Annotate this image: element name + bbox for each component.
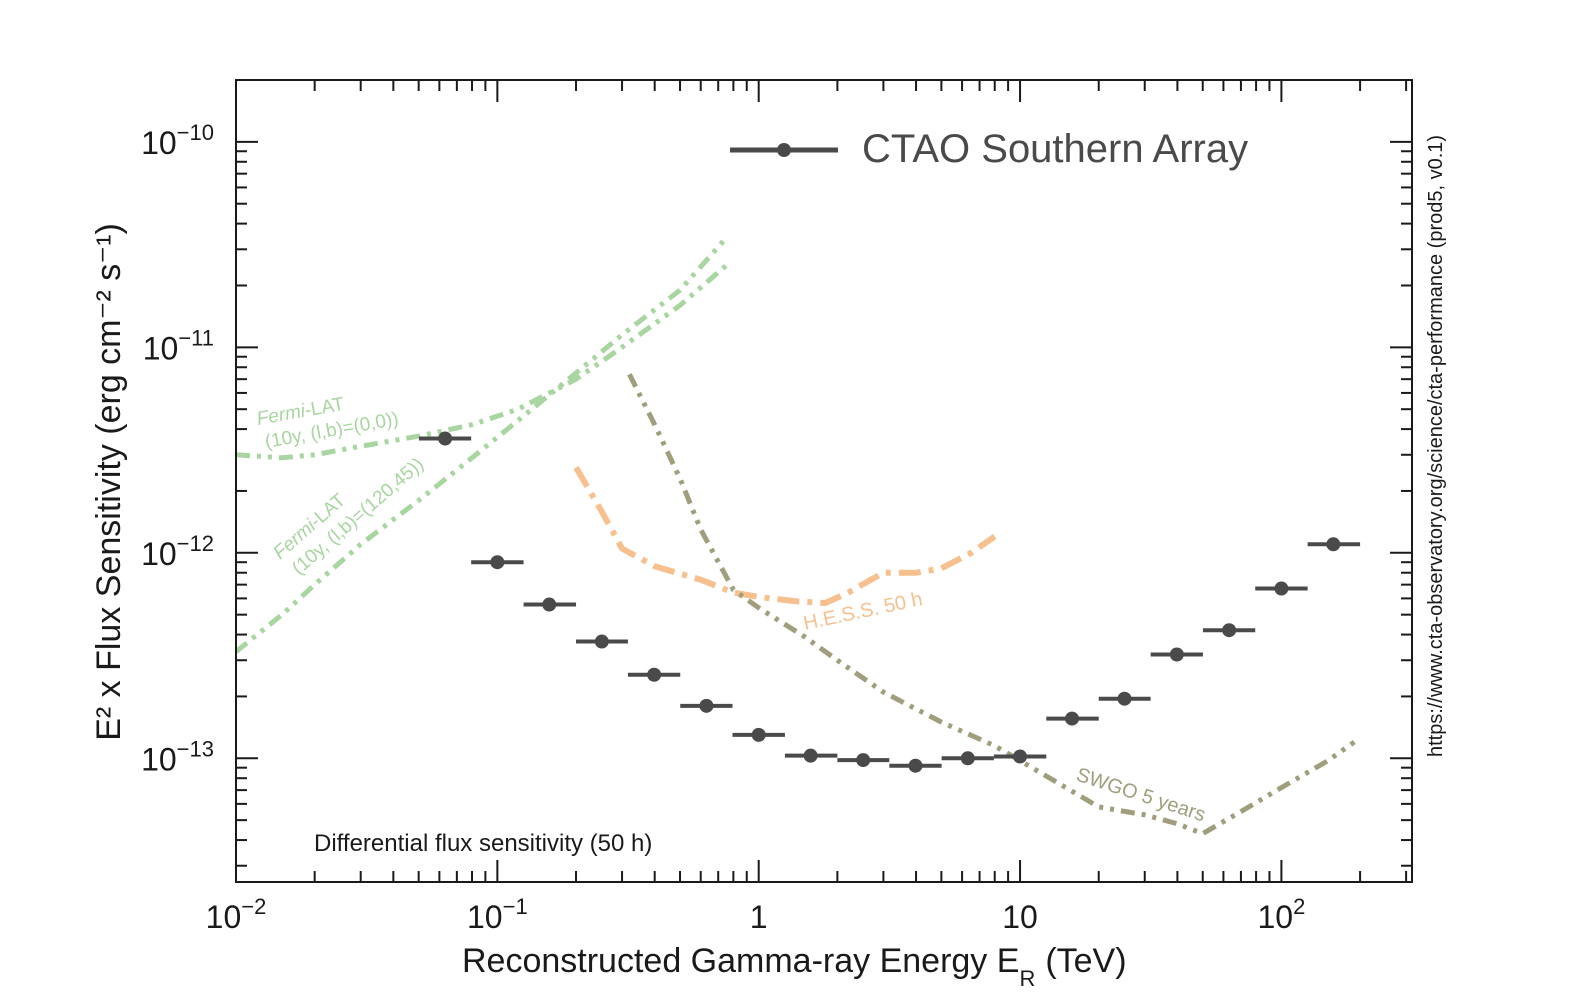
cta-point bbox=[908, 758, 923, 773]
cta-point bbox=[1064, 711, 1079, 726]
cta-point bbox=[960, 751, 975, 766]
cta-point bbox=[803, 748, 818, 763]
y-axis-title: E² x Flux Sensitivity (erg cm⁻² s⁻¹) bbox=[90, 223, 128, 741]
hess-label: H.E.S.S. 50 h bbox=[801, 588, 924, 635]
fermi-gc-curve bbox=[236, 263, 728, 461]
x-tick-label: 10 bbox=[1002, 899, 1038, 935]
x-tick-labels: 10−2 10−1 1 10 102 bbox=[206, 894, 1306, 935]
cta-point bbox=[699, 698, 714, 713]
cta-point bbox=[438, 431, 453, 446]
cta-point bbox=[751, 727, 766, 742]
reference-curves bbox=[236, 236, 1356, 837]
cta-points bbox=[418, 431, 1361, 773]
cta-point bbox=[1326, 537, 1341, 552]
differential-sensitivity-note: Differential flux sensitivity (50 h) bbox=[314, 830, 652, 857]
cta-point bbox=[647, 667, 662, 682]
x-axis-title: Reconstructed Gamma-ray Energy ER (TeV) bbox=[462, 942, 1127, 991]
x-tick-label: 1 bbox=[750, 899, 768, 935]
cta-point bbox=[1013, 749, 1028, 764]
x-axis-title-subscript: R bbox=[1019, 966, 1035, 991]
y-tick-label: 10−11 bbox=[143, 325, 214, 366]
cta-point bbox=[542, 597, 557, 612]
legend: CTAO Southern Array bbox=[730, 127, 1248, 171]
performance-url: https://www.cta-observatory.org/science/… bbox=[1425, 135, 1447, 757]
cta-point bbox=[594, 634, 609, 649]
cta-point bbox=[490, 555, 505, 570]
x-tick-label: 10−2 bbox=[206, 894, 267, 935]
swgo-curve bbox=[627, 373, 1356, 837]
y-tick-label: 10−13 bbox=[141, 736, 214, 777]
x-tick-label: 10−1 bbox=[467, 894, 528, 935]
cta-point bbox=[1169, 647, 1184, 662]
y-tick-labels: 10−10 10−11 10−12 10−13 bbox=[141, 120, 214, 777]
fermi-gc-label: Fermi-LAT (10y, (l,b)=(0,0)) bbox=[255, 394, 400, 453]
fermi-hl-curve bbox=[236, 236, 728, 654]
legend-marker-cta bbox=[777, 143, 791, 157]
cta-point bbox=[1222, 623, 1237, 638]
cta-point bbox=[1117, 691, 1132, 706]
x-tick-label: 102 bbox=[1257, 894, 1305, 935]
hess-curve bbox=[573, 465, 997, 606]
cta-point bbox=[1274, 581, 1289, 596]
legend-label-cta: CTAO Southern Array bbox=[862, 127, 1248, 171]
plot-frame bbox=[235, 79, 1413, 883]
y-tick-label: 10−10 bbox=[141, 120, 214, 161]
cta-point bbox=[856, 753, 871, 768]
swgo-label: SWGO 5 years bbox=[1073, 764, 1208, 826]
y-tick-label: 10−12 bbox=[141, 531, 214, 572]
